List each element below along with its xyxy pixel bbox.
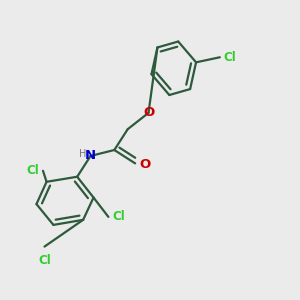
Text: H: H (79, 148, 86, 159)
Text: O: O (139, 158, 151, 171)
Text: Cl: Cl (112, 210, 125, 224)
Text: Cl: Cl (27, 164, 39, 177)
Text: Cl: Cl (224, 51, 236, 64)
Text: Cl: Cl (38, 254, 51, 267)
Text: N: N (85, 149, 96, 162)
Text: O: O (143, 106, 154, 119)
